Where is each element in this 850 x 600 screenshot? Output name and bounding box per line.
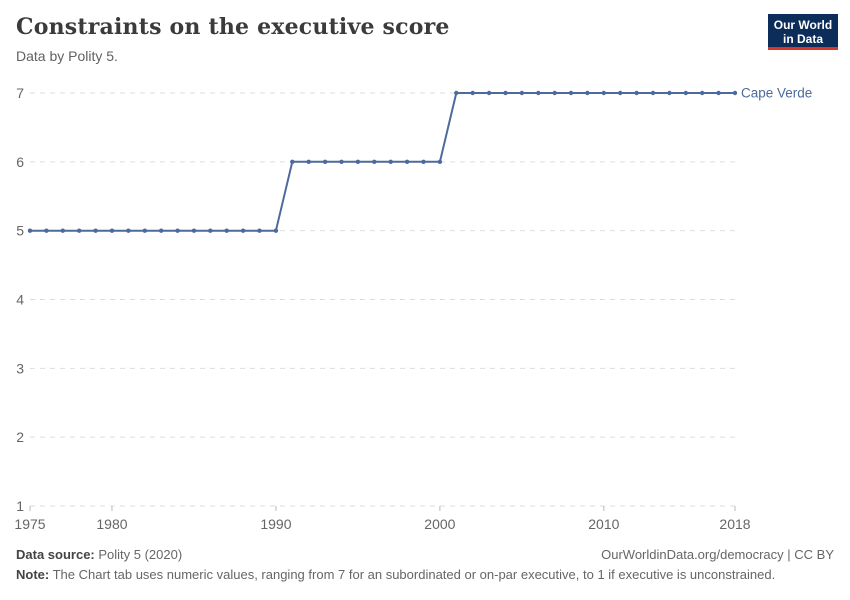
entity-label[interactable]: Cape Verde [741,86,812,101]
data-point[interactable] [60,228,65,233]
data-point[interactable] [109,228,115,233]
data-point[interactable] [44,228,49,233]
page-subtitle: Data by Polity 5. [16,48,118,64]
data-point[interactable] [585,90,590,96]
data-point[interactable] [667,90,672,96]
data-point[interactable] [306,159,311,164]
data-point[interactable] [257,228,262,233]
data-point[interactable] [732,90,738,96]
data-point[interactable] [700,90,705,96]
page-title: Constraints on the executive score [16,14,450,40]
data-source-label: Data source: [16,547,95,562]
data-point[interactable] [273,228,279,233]
data-point[interactable] [93,228,98,233]
data-point[interactable] [208,228,213,233]
data-point[interactable] [437,159,443,164]
x-tick-label: 1980 [96,516,127,532]
note-text: The Chart tab uses numeric values, rangi… [49,567,776,582]
y-tick-label: 7 [16,85,24,101]
data-point[interactable] [77,228,82,233]
data-point[interactable] [454,90,459,96]
data-point[interactable] [290,159,295,164]
data-source-text: Data source: Polity 5 (2020) [16,547,182,562]
data-point[interactable] [175,228,180,233]
data-point[interactable] [27,228,33,233]
owid-license-link[interactable]: OurWorldinData.org/democracy | CC BY [601,547,834,562]
data-point[interactable] [618,90,623,96]
data-point[interactable] [650,90,656,96]
note-label: Note: [16,567,50,582]
footer-note-row: Note: The Chart tab uses numeric values,… [16,567,834,582]
data-point[interactable] [372,159,377,164]
data-point[interactable] [470,90,475,96]
data-point[interactable] [568,90,574,96]
data-point[interactable] [519,90,525,96]
data-point[interactable] [322,159,328,164]
data-point[interactable] [388,159,393,164]
x-tick-label: 2018 [719,516,750,532]
owid-logo-line2: in Data [782,32,823,46]
data-point[interactable] [339,159,344,164]
data-point[interactable] [159,228,164,233]
data-point[interactable] [634,90,639,96]
y-tick-label: 3 [16,360,24,376]
owid-logo[interactable]: Our World in Data [768,14,838,50]
data-point[interactable] [503,90,508,96]
y-tick-label: 5 [16,223,24,239]
x-tick-label: 1975 [14,516,45,532]
x-tick-label: 2000 [424,516,455,532]
y-tick-label: 2 [16,429,24,445]
y-tick-label: 6 [16,154,24,170]
y-tick-label: 4 [16,292,24,308]
data-point[interactable] [486,90,492,96]
y-tick-label: 1 [16,498,24,514]
data-point[interactable] [552,90,557,96]
data-point[interactable] [536,90,541,96]
footer-source-row: Data source: Polity 5 (2020) OurWorldinD… [16,547,834,562]
data-point[interactable] [421,159,426,164]
data-point[interactable] [224,228,229,233]
data-point[interactable] [355,159,361,164]
data-point[interactable] [601,90,606,96]
line-chart[interactable]: 1 2 3 4 5 6 7 1975 1980 1990 2000 2010 2018 Cape Verd… [0,0,850,540]
data-point[interactable] [404,159,410,164]
data-source-value: Polity 5 (2020) [94,547,183,562]
data-point[interactable] [126,228,131,233]
x-tick-label: 2010 [588,516,619,532]
data-point[interactable] [191,228,197,233]
series-line[interactable] [29,92,736,232]
data-point[interactable] [240,228,246,233]
data-point[interactable] [683,90,688,96]
data-point[interactable] [142,228,147,233]
owid-logo-line1: Our World [773,18,833,32]
data-point[interactable] [716,90,721,96]
x-tick-label: 1990 [260,516,291,532]
